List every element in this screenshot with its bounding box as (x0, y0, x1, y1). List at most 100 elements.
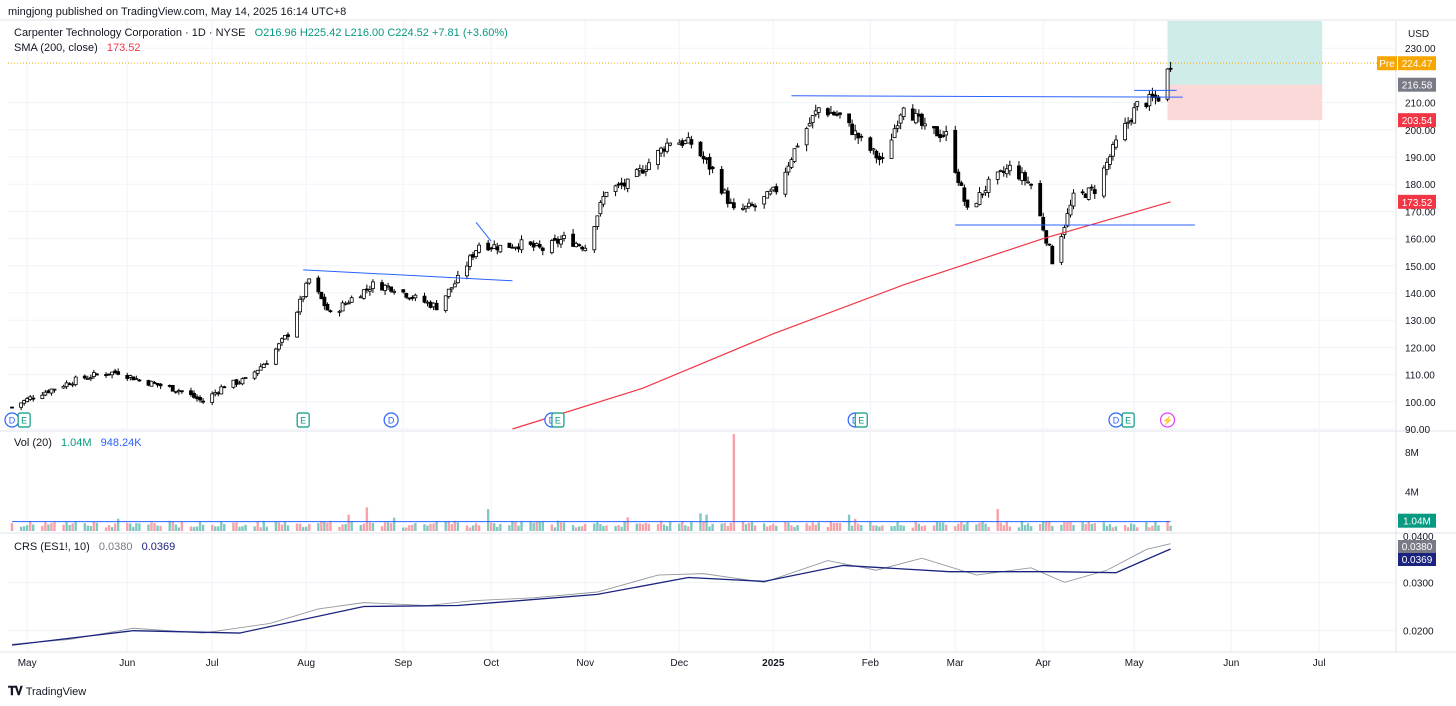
pre-market-tag-label: Pre (1379, 59, 1395, 70)
volume-bar (53, 521, 56, 531)
volume-bar (474, 523, 478, 531)
candle-body (656, 150, 660, 165)
candle-body (201, 400, 205, 403)
candle-body (298, 298, 303, 313)
candle-body (813, 110, 818, 115)
volume-bar (1123, 524, 1127, 531)
currency-label[interactable]: USD (1408, 29, 1430, 40)
candle-body (1050, 245, 1055, 265)
crs-value-label: 0.0380 (1402, 542, 1433, 553)
candle-body (643, 169, 648, 172)
candle-body (625, 178, 630, 189)
volume-bar (50, 523, 53, 531)
volume-bar (553, 527, 557, 531)
volume-bar (617, 525, 620, 531)
candle-body (179, 390, 184, 393)
candle-body (683, 140, 688, 144)
volume-bar (450, 524, 453, 531)
candle-body (689, 139, 694, 145)
sma-label: SMA (200, close) (14, 42, 98, 54)
crs-tick-label: 0.0300 (1403, 578, 1434, 589)
candle-body (192, 392, 196, 398)
volume-bar (490, 522, 493, 531)
candle-body (634, 169, 639, 178)
candle-body (898, 114, 903, 124)
volume-bar (116, 518, 120, 531)
volume-bar (577, 526, 581, 531)
volume-bar (214, 526, 217, 531)
candle-body (562, 234, 566, 239)
volume-bar (793, 527, 796, 531)
candle-body (938, 134, 942, 138)
candle-body (198, 396, 202, 401)
event-earnings-glyph: E (858, 416, 864, 426)
candle-body (528, 241, 533, 245)
volume-bar (83, 523, 86, 531)
candle-body (637, 168, 642, 172)
volume-bar (978, 522, 981, 531)
volume-bar (699, 513, 702, 531)
volume-bar (656, 524, 660, 531)
candle-body (956, 171, 961, 184)
volume-bar (762, 523, 766, 531)
volume-bar (941, 522, 945, 531)
event-earnings-glyph: E (21, 416, 27, 426)
candle-body (167, 384, 172, 387)
volume-bar (635, 523, 638, 531)
volume-bar (541, 521, 544, 531)
volume-bar (259, 527, 262, 531)
candle-body (531, 242, 536, 248)
x-tick-label: Jul (206, 658, 219, 669)
volume-bar (347, 514, 350, 531)
symbol-title: Carpenter Technology Corporation · 1D · … (14, 27, 246, 39)
crs-legend[interactable]: CRS (ES1!, 10) 0.0380 0.0369 (14, 541, 175, 553)
volume-bar (10, 523, 14, 531)
candle-body (537, 244, 542, 248)
volume-bar (392, 517, 396, 531)
candle-body (959, 182, 964, 186)
event-earnings-glyph: E (1125, 416, 1131, 426)
y-tick-label: 130.00 (1405, 316, 1436, 327)
candle-body (540, 247, 545, 251)
volume-value: 1.04M (60, 437, 92, 449)
event-earnings-glyph: E (300, 416, 306, 426)
candle-body (1083, 193, 1088, 199)
volume-bar (110, 527, 114, 531)
volume-bar (192, 526, 196, 531)
volume-legend[interactable]: Vol (20) 1.04M 948.24K (14, 437, 142, 449)
volume-bar (869, 521, 872, 531)
candle-body (149, 380, 154, 387)
tv-logo-icon: 𝐓𝐕 (8, 684, 23, 698)
volume-bar (383, 522, 387, 531)
candle-body (319, 291, 324, 300)
candle-body (825, 108, 830, 116)
candle-body (1126, 121, 1131, 124)
volume-bar (198, 522, 202, 531)
volume-bar (317, 523, 320, 531)
candle-body (880, 157, 885, 159)
candle-body (468, 255, 472, 267)
volume-bar (323, 521, 326, 531)
candle-body (219, 386, 224, 395)
candle-body (446, 288, 451, 297)
candle-body (807, 123, 812, 127)
volume-bar (593, 523, 596, 531)
candle-body (719, 168, 724, 194)
candle-body (389, 286, 394, 292)
x-tick-label: Sep (394, 658, 412, 669)
volume-ma-value: 948.24K (100, 437, 142, 449)
candle-body (1004, 168, 1009, 175)
candle-body (261, 363, 266, 368)
volume-bar (241, 526, 244, 531)
candle-body (73, 376, 78, 386)
volume-bar (741, 521, 745, 531)
candle-body (1165, 68, 1170, 100)
candle-body (877, 155, 882, 160)
symbol-legend[interactable]: Carpenter Technology Corporation · 1D · … (14, 27, 508, 39)
volume-bar (277, 522, 281, 531)
volume-bar (856, 523, 860, 531)
sma-legend[interactable]: SMA (200, close) 173.52 (14, 42, 140, 54)
candle-body (595, 215, 600, 227)
candle-body (659, 147, 663, 154)
